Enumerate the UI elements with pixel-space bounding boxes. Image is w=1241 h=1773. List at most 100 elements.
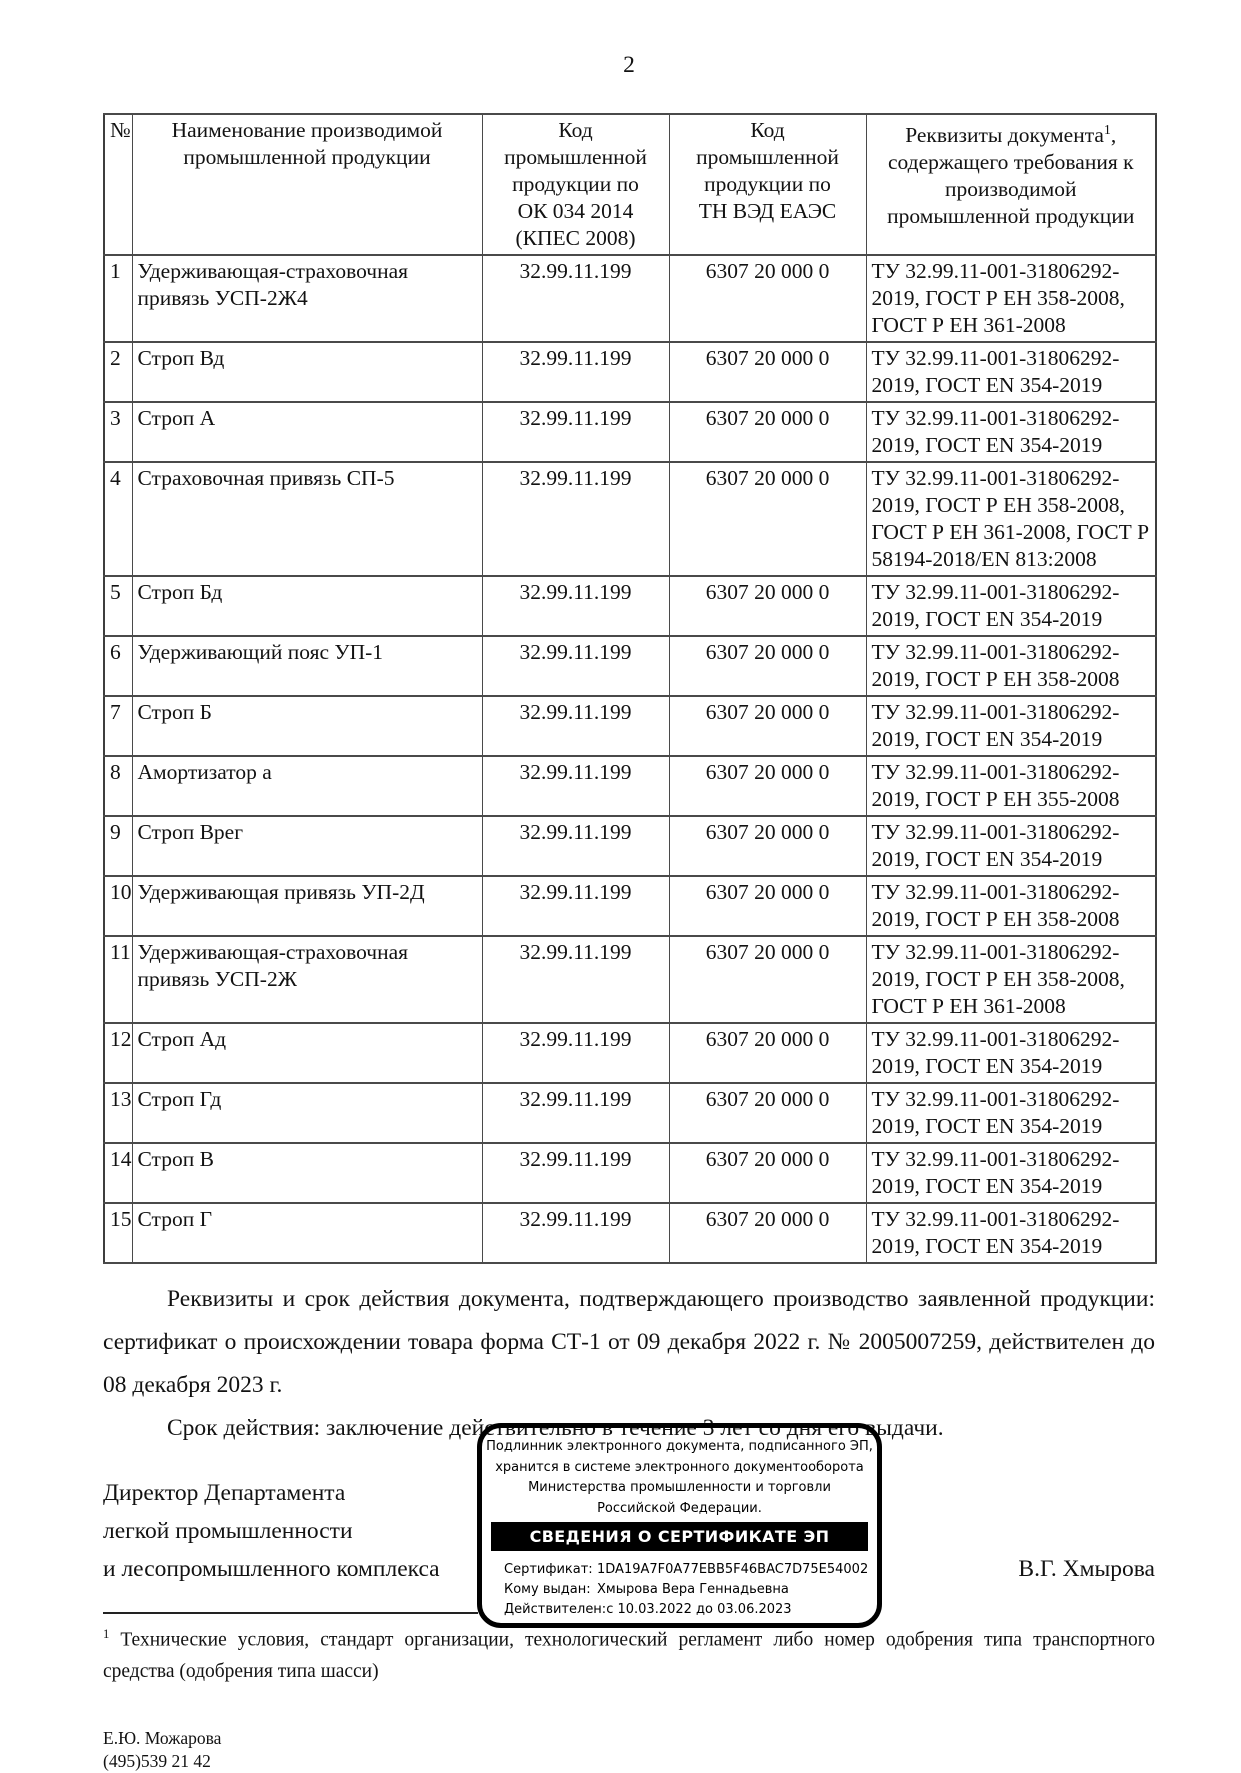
table-row: 2 Строп Вд 32.99.11.199 6307 20 000 0 ТУ 32.… [103,341,1157,403]
contact-name: Е.Ю. Можарова [103,1727,222,1748]
document-requisites-cell: ТУ 32.99.11-001-31806292-2019, ГОСТ EN 3… [865,815,1157,877]
signature-title-line: Директор Департамента [103,1480,346,1506]
header-req-text: Реквизиты документа [905,123,1104,148]
row-number: 2 [103,341,133,403]
electronic-signature-stamp: Подлинник электронного документа, подпис… [477,1423,882,1628]
stamp-certificate-row: Действителен:с 10.03.2022 до 03.06.2023 [504,1600,877,1620]
row-number: 10 [103,875,133,937]
product-code-okpd-cell: 32.99.11.199 [481,1202,670,1264]
product-code-tnved-cell: 6307 20 000 0 [668,461,867,577]
product-code-tnved-cell: 6307 20 000 0 [668,1142,867,1204]
table-row: 11 Удерживающая-страховочная привязь УСП-… [103,935,1157,1024]
table-row: 4 Страховочная привязь СП-5 32.99.11.199 63… [103,461,1157,577]
validity-paragraph: Срок действия: заключение действительно … [167,1415,944,1441]
product-name-cell: Строп В [131,1142,483,1204]
document-requisites-cell: ТУ 32.99.11-001-31806292-2019, ГОСТ Р ЕН… [865,635,1157,697]
product-table-body: 1 Удерживающая-страховочная привязь УСП-2… [103,254,1157,1264]
product-code-okpd-cell: 32.99.11.199 [481,461,670,577]
contact-phone: (495)539 21 42 [103,1750,211,1771]
table-row: 12 Строп Ад 32.99.11.199 6307 20 000 0 ТУ 32… [103,1022,1157,1084]
footnote-superscript: 1 [103,1627,110,1641]
document-requisites-cell: ТУ 32.99.11-001-31806292-2019, ГОСТ EN 3… [865,1022,1157,1084]
row-number: 6 [103,635,133,697]
header-no: № [103,113,133,256]
stamp-banner: СВЕДЕНИЯ О СЕРТИФИКАТЕ ЭП [491,1522,868,1551]
stamp-header-line: хранится в системе электронного документ… [495,1459,864,1475]
product-name-cell: Строп Г [131,1202,483,1264]
header-product-name: Наименование производимой промышленной п… [131,113,483,256]
table-row: 6 Удерживающий пояс УП-1 32.99.11.199 6307 … [103,635,1157,697]
page-number: 2 [623,52,635,78]
document-requisites-cell: ТУ 32.99.11-001-31806292-2019, ГОСТ Р ЕН… [865,461,1157,577]
row-number: 11 [103,935,133,1024]
document-requisites-cell: ТУ 32.99.11-001-31806292-2019, ГОСТ Р ЕН… [865,875,1157,937]
product-code-tnved-cell: 6307 20 000 0 [668,1082,867,1144]
product-name-cell: Удерживающий пояс УП-1 [131,635,483,697]
row-number: 12 [103,1022,133,1084]
row-number: 15 [103,1202,133,1264]
product-code-tnved-cell: 6307 20 000 0 [668,401,867,463]
row-number: 4 [103,461,133,577]
product-code-tnved-cell: 6307 20 000 0 [668,1022,867,1084]
table-row: 9 Строп Врег 32.99.11.199 6307 20 000 0 ТУ 3… [103,815,1157,877]
document-requisites-cell: ТУ 32.99.11-001-31806292-2019, ГОСТ Р ЕН… [865,254,1157,343]
product-name-cell: Строп Вд [131,341,483,403]
stamp-cert-value: Хмырова Вера Геннадьевна [597,1582,789,1597]
table-row: 3 Строп А 32.99.11.199 6307 20 000 0 ТУ 32.9… [103,401,1157,463]
stamp-certificate-row: Кому выдан: Хмырова Вера Геннадьевна [504,1580,877,1600]
document-requisites-cell: ТУ 32.99.11-001-31806292-2019, ГОСТ Р ЕН… [865,755,1157,817]
document-requisites-cell: ТУ 32.99.11-001-31806292-2019, ГОСТ EN 3… [865,1202,1157,1264]
product-code-okpd-cell: 32.99.11.199 [481,875,670,937]
row-number: 7 [103,695,133,757]
contact-block: Е.Ю. Можарова (495)539 21 42 [103,1727,1155,1773]
product-code-okpd-cell: 32.99.11.199 [481,1142,670,1204]
row-number: 5 [103,575,133,637]
footnote: 1 Технические условия, стандарт организа… [103,1619,1155,1687]
product-code-okpd-cell: 32.99.11.199 [481,1022,670,1084]
product-name-cell: Удерживающая привязь УП-2Д [131,875,483,937]
product-code-okpd-cell: 32.99.11.199 [481,575,670,637]
product-code-okpd-cell: 32.99.11.199 [481,341,670,403]
product-code-tnved-cell: 6307 20 000 0 [668,1202,867,1264]
signature-title-line: легкой промышленности [103,1518,353,1544]
table-row: 14 Строп В 32.99.11.199 6307 20 000 0 ТУ 32.… [103,1142,1157,1204]
product-name-cell: Амортизатор а [131,755,483,817]
product-name-cell: Строп А [131,401,483,463]
product-code-okpd-cell: 32.99.11.199 [481,1082,670,1144]
product-code-tnved-cell: 6307 20 000 0 [668,575,867,637]
stamp-cert-label: Сертификат: [504,1562,593,1577]
document-requisites-cell: ТУ 32.99.11-001-31806292-2019, ГОСТ Р ЕН… [865,935,1157,1024]
row-number: 9 [103,815,133,877]
product-name-cell: Строп Врег [131,815,483,877]
table-row: 15 Строп Г 32.99.11.199 6307 20 000 0 ТУ 32.… [103,1202,1157,1264]
document-requisites-cell: ТУ 32.99.11-001-31806292-2019, ГОСТ EN 3… [865,341,1157,403]
document-requisites-cell: ТУ 32.99.11-001-31806292-2019, ГОСТ EN 3… [865,695,1157,757]
signature-block: Директор Департамента легкой промышленно… [103,1474,1155,1588]
signature-title: Директор Департамента легкой промышленно… [103,1474,440,1588]
product-code-okpd-cell: 32.99.11.199 [481,695,670,757]
product-table: № Наименование производимой промышленной… [103,113,1157,1264]
product-name-cell: Строп Ад [131,1022,483,1084]
stamp-cert-label: Действителен: [504,1602,607,1617]
footnote-text: Технические условия, стандарт организаци… [103,1629,1155,1682]
product-table-header: № Наименование производимой промышленной… [103,113,1157,256]
product-code-tnved-cell: 6307 20 000 0 [668,815,867,877]
stamp-certificate-info: Сертификат: 1DA19A7F0A77EBB5F46BAC7D75E54… [482,1551,877,1620]
product-code-tnved-cell: 6307 20 000 0 [668,935,867,1024]
row-number: 13 [103,1082,133,1144]
header-document-requisites: Реквизиты документа1, содержащего требов… [865,113,1157,256]
footnote-ref-superscript: 1 [1103,123,1111,138]
product-name-cell: Строп Бд [131,575,483,637]
product-code-tnved-cell: 6307 20 000 0 [668,755,867,817]
product-code-okpd-cell: 32.99.11.199 [481,635,670,697]
product-code-okpd-cell: 32.99.11.199 [481,254,670,343]
stamp-header: Подлинник электронного документа, подпис… [482,1428,877,1519]
header-row: № Наименование производимой промышленной… [103,113,1157,256]
header-code-okpd: Код промышленной продукции по ОК 034 201… [481,113,670,256]
signature-name: В.Г. Хмырова [1018,1556,1155,1582]
row-number: 3 [103,401,133,463]
product-code-tnved-cell: 6307 20 000 0 [668,635,867,697]
product-name-cell: Удерживающая-страховочная привязь УСП-2Ж… [131,254,483,343]
product-name-cell: Строп Гд [131,1082,483,1144]
